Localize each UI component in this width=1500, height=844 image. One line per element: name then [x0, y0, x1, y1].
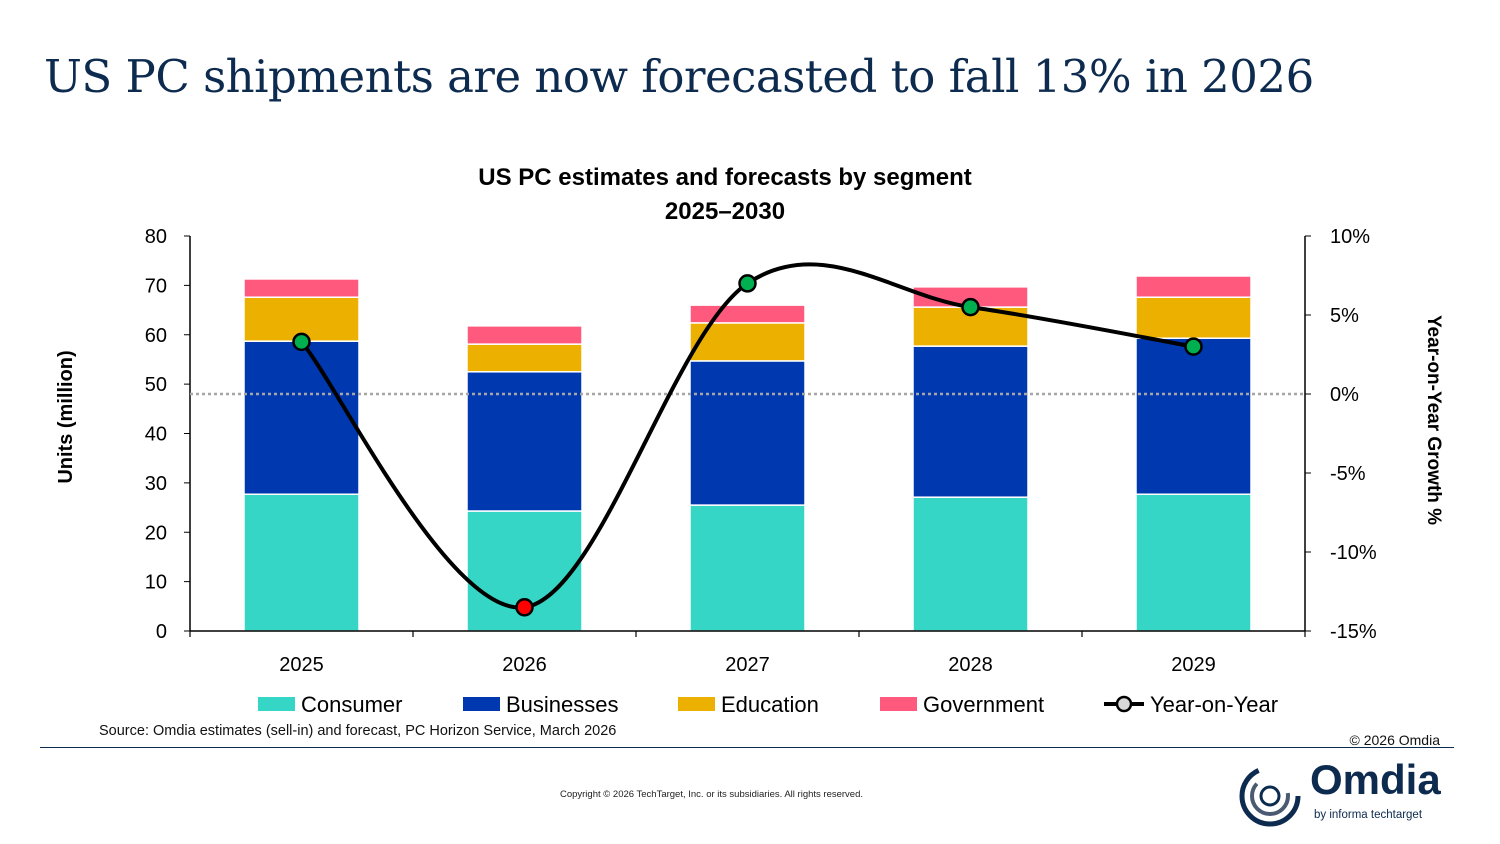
footer-copyright: Copyright © 2026 TechTarget, Inc. or its…: [559, 789, 864, 800]
y2-tick-label: 5%: [1330, 305, 1359, 327]
legend-swatch-education: [678, 697, 715, 711]
bar-businesses-2029: [1135, 337, 1252, 495]
omdia-logo-icon: [1239, 765, 1301, 827]
x-tick-label: 2029: [1171, 654, 1216, 676]
yoy-marker-2029: [1184, 337, 1203, 356]
bar-businesses-2027: [689, 360, 806, 506]
chart-subtitle: 2025–2030: [665, 198, 785, 225]
bar-businesses-2026: [466, 371, 583, 512]
y2-tick-label: 0%: [1330, 384, 1359, 406]
bar-consumer-2027: [689, 504, 806, 632]
y-tick-label: 0: [156, 621, 167, 643]
divider: [40, 747, 1454, 748]
y-tick-label: 70: [145, 275, 167, 297]
source-note: Source: Omdia estimates (sell-in) and fo…: [99, 723, 617, 739]
y-tick-label: 50: [145, 374, 167, 396]
chart: US PC estimates and forecasts by segment…: [55, 164, 1444, 717]
legend-marker-yoy: [1115, 695, 1133, 713]
x-tick-label: 2027: [725, 654, 770, 676]
legend-label-consumer: Consumer: [301, 692, 402, 717]
bar-government-2027: [689, 304, 806, 324]
y2-axis-label: Year-on-Year Growth %: [1423, 315, 1444, 525]
legend-label-education: Education: [721, 692, 819, 717]
bar-education-2029: [1135, 296, 1252, 339]
bar-consumer-2028: [912, 496, 1029, 632]
y-tick-label: 80: [145, 226, 167, 248]
logo-sub: by informa techtarget: [1314, 809, 1423, 821]
x-tick-label: 2026: [502, 654, 547, 676]
legend-label-businesses: Businesses: [506, 692, 619, 717]
y2-tick-label: -5%: [1330, 463, 1366, 485]
yoy-marker-2026: [515, 598, 534, 617]
y-tick-label: 60: [145, 325, 167, 347]
yoy-marker-2028: [961, 297, 980, 317]
bar-businesses-2025: [243, 340, 360, 495]
chart-title: US PC estimates and forecasts by segment: [478, 164, 972, 191]
bar-government-2026: [466, 325, 583, 345]
y2-tick-label: -10%: [1330, 542, 1377, 564]
legend-swatch-government: [880, 697, 917, 711]
y2-tick-label: -15%: [1330, 621, 1377, 643]
y-tick-label: 30: [145, 473, 167, 495]
y-tick-label: 10: [145, 572, 167, 594]
y-tick-label: 40: [145, 424, 167, 446]
bar-consumer-2029: [1135, 493, 1252, 632]
bar-education-2026: [466, 343, 583, 373]
yoy-line: [299, 262, 1194, 610]
legend-swatch-consumer: [258, 697, 295, 711]
bar-government-2025: [243, 278, 360, 298]
yoy-marker-2025: [292, 332, 311, 352]
bar-businesses-2028: [912, 345, 1029, 498]
headline: US PC shipments are now forecasted to fa…: [44, 50, 1314, 103]
y-tick-label: 20: [145, 522, 167, 544]
y2-tick-label: 10%: [1330, 226, 1370, 248]
legend-swatch-businesses: [463, 697, 500, 711]
legend-label-government: Government: [923, 692, 1044, 717]
x-tick-label: 2025: [279, 654, 324, 676]
bar-government-2029: [1135, 275, 1252, 298]
legend-label-yoy: Year-on-Year: [1150, 692, 1278, 717]
bar-consumer-2025: [243, 493, 360, 632]
y-axis-label: Units (million): [55, 350, 77, 483]
x-tick-label: 2028: [948, 654, 993, 676]
yoy-marker-2027: [738, 274, 757, 293]
logo-word: Omdia: [1310, 756, 1441, 803]
omdia-logo: Omdia by informa techtarget: [1238, 756, 1453, 830]
omdia-copyright: © 2026 Omdia: [1349, 732, 1440, 748]
